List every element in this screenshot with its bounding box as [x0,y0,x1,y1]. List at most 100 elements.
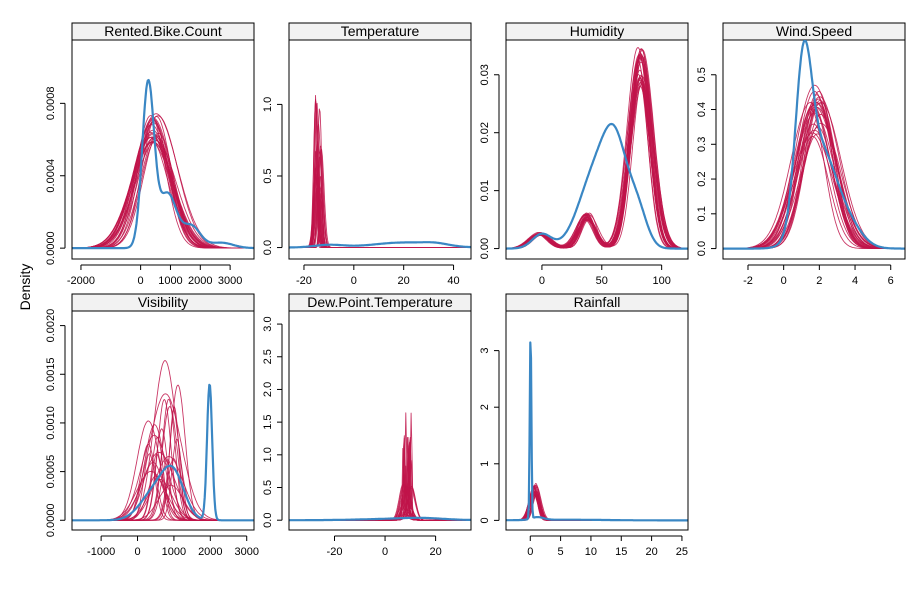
observed-density-line [72,383,254,522]
x-axis: -2 0 2 4 6 [743,264,894,287]
y-axis: 0.0000 0.0005 0.0010 0.0015 0.0020 [45,309,66,537]
y-tick-label: 2.5 [262,349,274,364]
panel-title: Rainfall [574,294,621,310]
plot-area [72,360,254,522]
panel-title: Rented.Bike.Count [104,23,222,39]
y-tick-label: 1.0 [262,97,274,112]
x-tick-label: 0 [134,546,140,558]
x-axis: 0 50 100 [539,264,671,287]
x-tick-label: 1000 [162,546,186,558]
x-tick-label: 40 [447,275,459,287]
y-tick-label: 0.5 [262,480,274,495]
y-tick-label: 2 [479,404,491,410]
x-tick-label: 0 [527,546,533,558]
imputed-density-line [289,439,471,521]
imputed-density-line [289,486,471,521]
panel-rainfall: Rainfall 0 5 10 15 20 25 0 1 2 3 [479,293,689,558]
y-tick-label: 1.0 [262,447,274,462]
x-tick-label: 100 [652,275,670,287]
imputed-density-line [289,480,471,521]
imputed-density-line [72,141,254,249]
plot-area [506,341,688,522]
imputed-density-line [289,482,471,521]
y-tick-label: 0.0010 [45,406,57,440]
y-axis-label: Density [17,264,33,311]
imputed-density-line [289,436,471,521]
observed-density-line [72,78,254,250]
imputed-density-line [289,437,471,521]
panel-wind-speed: Wind.Speed -2 0 2 4 6 0.0 0.1 0.2 0.3 0.4 0.5 [696,22,906,287]
observed-density-line [289,241,471,249]
y-tick-label: 0.01 [479,180,491,201]
x-tick-label: 6 [888,275,894,287]
imputed-density-line [289,494,471,521]
panel-frame [71,293,255,531]
imputed-density-line [289,435,471,521]
panel-title: Temperature [341,23,420,39]
y-axis: 0 1 2 3 [479,348,500,523]
x-tick-label: -20 [327,546,343,558]
x-tick-label: 1000 [158,275,182,287]
panel-temperature: Temperature -20 0 20 40 0.0 0.5 1.0 [262,22,472,287]
y-tick-label: 1 [479,461,491,467]
imputed-density-line [723,94,905,250]
x-tick-label: 4 [852,275,858,287]
imputed-density-line [72,122,254,249]
y-tick-label: 0.2 [696,171,708,186]
x-tick-label: -1000 [87,546,115,558]
y-axis: 0.0 0.1 0.2 0.3 0.4 0.5 [696,67,717,256]
imputed-density-line [723,122,905,250]
x-tick-label: 3000 [234,546,258,558]
panel-title: Humidity [570,23,624,39]
panel-title: Dew.Point.Temperature [307,294,453,310]
x-tick-label: 3000 [218,275,242,287]
imputed-density-line [289,465,471,521]
imputed-density-line [289,441,471,521]
panel-dew-point-temperature: Dew.Point.Temperature -20 0 20 0.0 0.5 1.0 1.5 2… [262,293,472,558]
imputed-density-line [289,447,471,521]
y-tick-label: 0.03 [479,64,491,85]
imputed-density-line [289,484,471,521]
x-tick-label: 2 [816,275,822,287]
panel-visibility: Visibility -1000 0 1000 2000 3000 0.0000 0.0005… [45,293,259,558]
plot-area [289,412,471,522]
panel-frame [71,22,255,260]
imputed-density-line [723,98,905,250]
x-tick-label: 10 [585,546,597,558]
imputed-density-line [723,113,905,250]
imputed-density-line [289,156,471,248]
panel-frame [288,22,472,260]
y-tick-label: 0.0 [262,513,274,528]
imputed-density-line [289,471,471,521]
x-axis: -20 0 20 40 [296,264,460,287]
y-tick-label: 0.1 [696,206,708,221]
x-tick-label: -2000 [67,275,95,287]
y-tick-label: 0.5 [696,67,708,82]
x-tick-label: 20 [429,546,441,558]
observed-density-line [723,40,905,250]
panel-frame [505,293,689,531]
x-tick-label: 0 [781,275,787,287]
plot-area [289,94,471,249]
imputed-density-line [289,447,471,521]
imputed-density-line [289,437,471,521]
y-tick-label: 0.3 [696,137,708,152]
imputed-density-line [289,412,471,521]
y-axis: 0.00 0.01 0.02 0.03 [479,64,500,259]
x-axis: -2000 0 1000 2000 3000 [67,264,242,287]
panel-frame [722,22,906,260]
x-axis: -1000 0 1000 2000 3000 [87,535,259,558]
observed-density-line [506,122,688,250]
x-tick-label: 20 [645,546,657,558]
panel-frame [505,22,689,260]
x-tick-label: 0 [539,275,545,287]
x-tick-label: 5 [558,546,564,558]
imputed-density-line [289,412,471,521]
plot-area [506,47,688,250]
x-axis: 0 5 10 15 20 25 [527,535,688,558]
y-tick-label: 0.5 [262,168,274,183]
y-tick-label: 0.0005 [45,455,57,489]
imputed-density-line [289,483,471,521]
imputed-density-line [723,133,905,250]
panel-title: Visibility [138,294,188,310]
